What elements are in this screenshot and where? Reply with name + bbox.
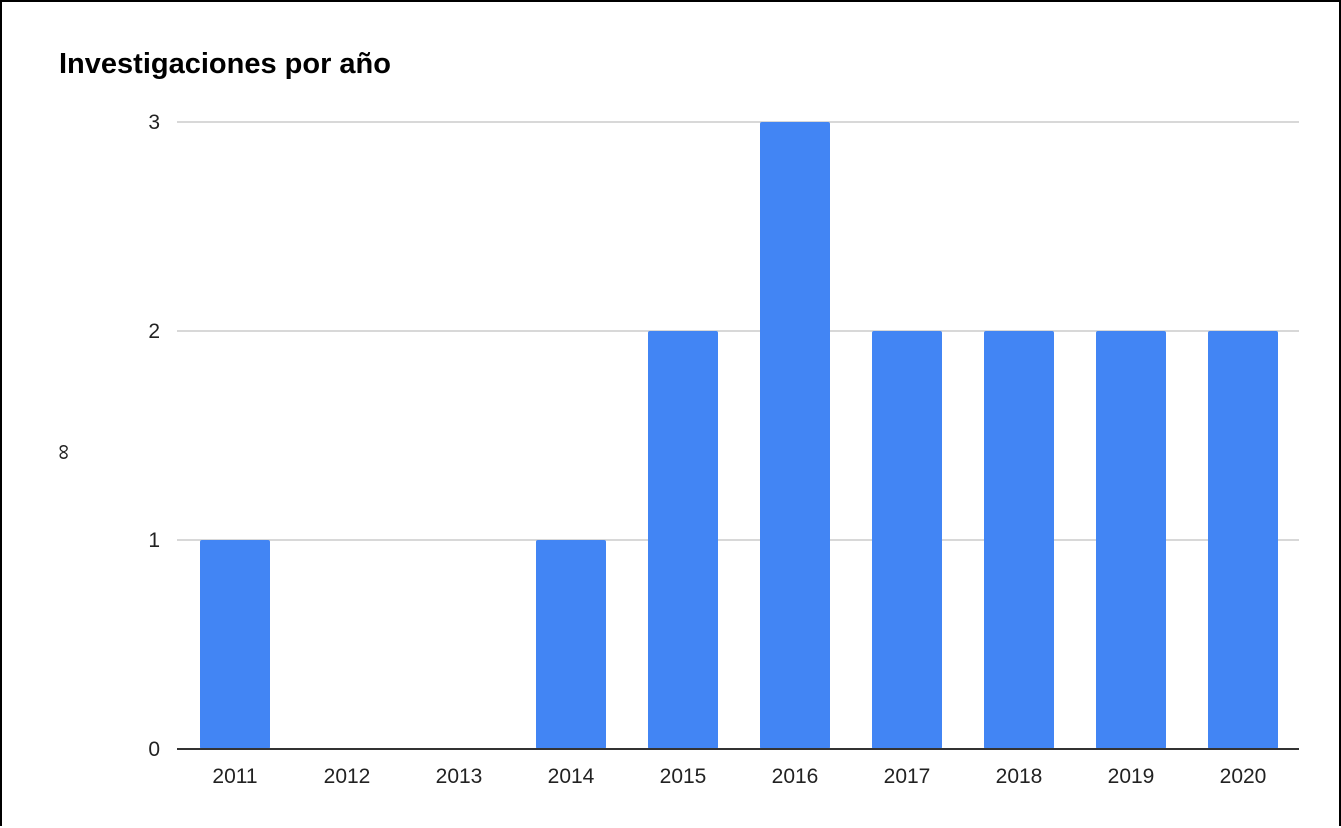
y-tick-label-2: 2 bbox=[148, 320, 160, 343]
bar-2019 bbox=[1096, 331, 1166, 749]
x-tick-label-2016: 2016 bbox=[772, 765, 819, 788]
chart-title: Investigaciones por año bbox=[59, 48, 391, 80]
tick-labels: 0 1 2 3 2011 2012 2013 2014 2015 2016 2017 2018 2019… bbox=[50, 111, 1266, 788]
x-tick-label-2015: 2015 bbox=[660, 765, 707, 788]
bar-2011 bbox=[200, 540, 270, 749]
x-tick-label-2014: 2014 bbox=[548, 765, 595, 788]
y-tick-label-3: 3 bbox=[148, 111, 160, 134]
bar-2017 bbox=[872, 331, 942, 749]
bars bbox=[200, 122, 1278, 749]
x-tick-label-2019: 2019 bbox=[1108, 765, 1155, 788]
x-tick-label-2011: 2011 bbox=[212, 765, 257, 788]
bar-2015 bbox=[648, 331, 718, 749]
x-tick-label-2013: 2013 bbox=[436, 765, 483, 788]
bar-2018 bbox=[984, 331, 1054, 749]
bar-2014 bbox=[536, 540, 606, 749]
bar-2016 bbox=[760, 122, 830, 749]
x-tick-label-2020: 2020 bbox=[1220, 765, 1267, 788]
x-tick-label-2018: 2018 bbox=[996, 765, 1043, 788]
y-tick-label-0: 0 bbox=[148, 738, 160, 761]
x-tick-label-2012: 2012 bbox=[324, 765, 371, 788]
bar-2020 bbox=[1208, 331, 1278, 749]
y-axis-label: ∞ bbox=[50, 444, 75, 460]
x-tick-label-2017: 2017 bbox=[884, 765, 931, 788]
y-tick-label-1: 1 bbox=[148, 529, 160, 552]
